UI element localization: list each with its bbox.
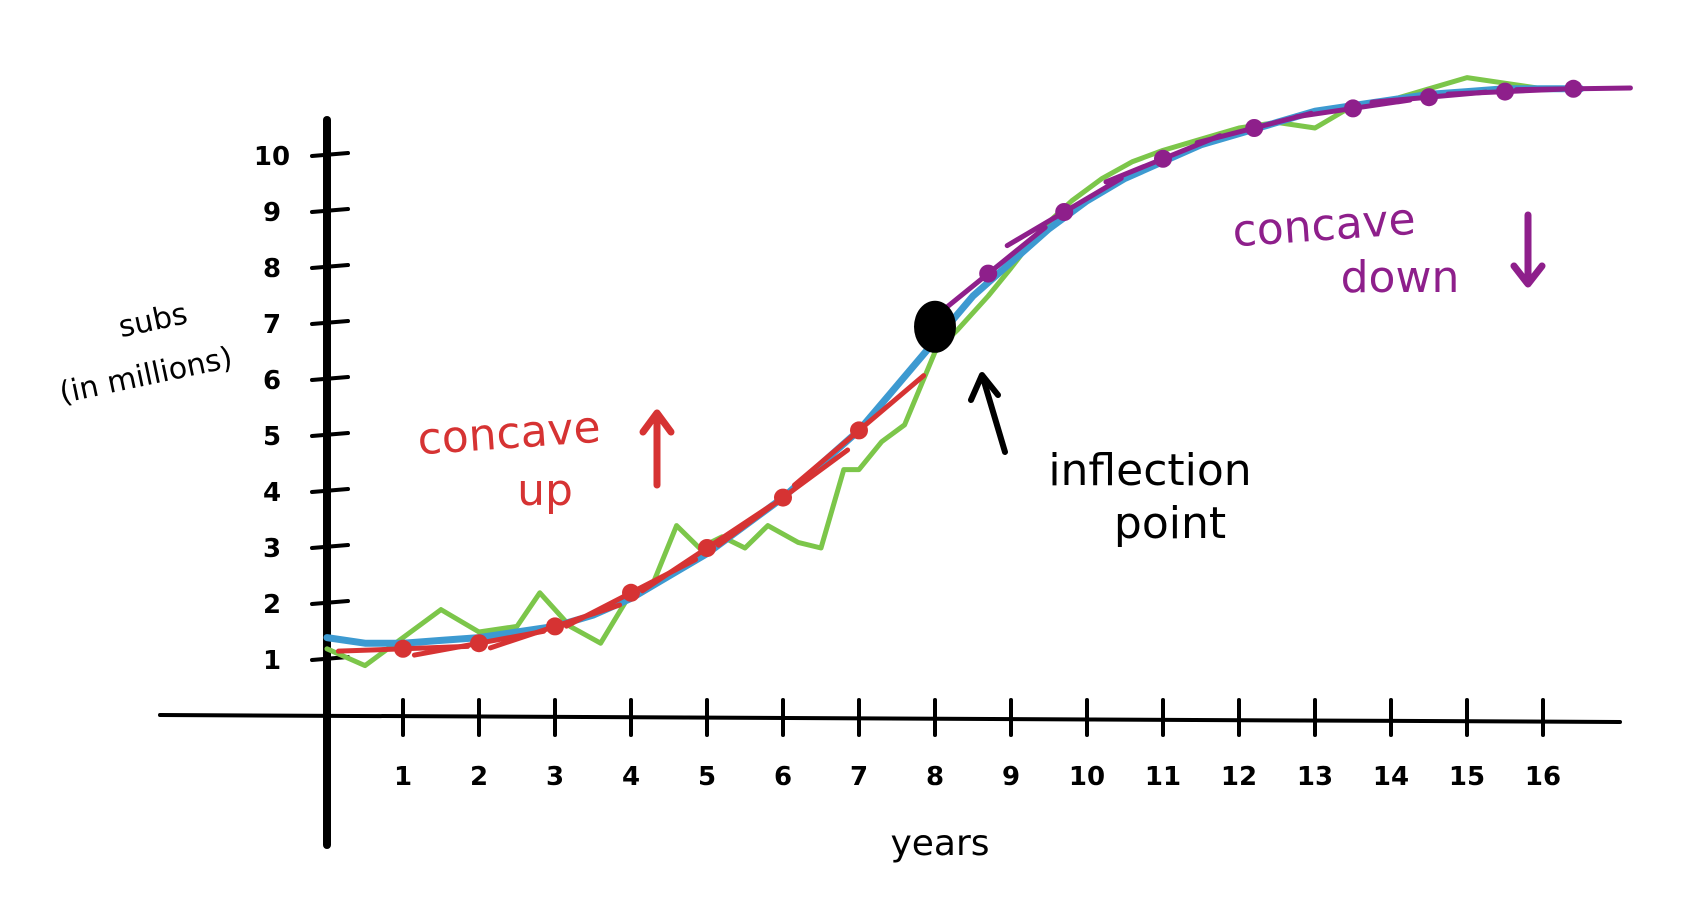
concave-down-label-line2: down <box>1341 252 1460 303</box>
y-tick-mark <box>310 319 350 326</box>
concave-up-label-line1: concave <box>416 402 602 466</box>
tangent-point-down <box>1564 79 1583 98</box>
x-axis <box>158 713 1622 724</box>
y-tick-label: 9 <box>263 198 281 228</box>
y-tick-label: 7 <box>263 310 281 340</box>
tangent-point-down <box>1154 149 1172 168</box>
tangent-point-up <box>774 488 792 507</box>
tangent-layer <box>335 79 1633 658</box>
tangent-point-up <box>546 617 564 636</box>
inflection-point-marker <box>914 300 956 353</box>
x-ticks: 1 2 3 4 5 6 7 8 9 10 11 12 13 14 15 16 <box>394 698 1561 792</box>
x-tick-label: 10 <box>1069 762 1105 792</box>
y-tick-mark <box>310 151 350 158</box>
tangent-point-down <box>1055 203 1074 221</box>
x-tick-label: 6 <box>774 762 792 792</box>
tangent-point-down <box>1420 88 1438 107</box>
tangent-point-down <box>1344 99 1362 118</box>
tangent-point-up <box>850 421 868 440</box>
x-tick-label: 8 <box>926 762 944 792</box>
x-tick-label: 3 <box>546 762 564 792</box>
x-tick-label: 7 <box>850 762 868 792</box>
tangent-point-down <box>1496 82 1514 101</box>
x-tick-label: 4 <box>622 762 640 792</box>
y-tick-mark <box>310 487 350 494</box>
x-tick-label: 13 <box>1297 762 1333 792</box>
y-tick-mark <box>310 431 350 438</box>
y-tick-mark <box>310 543 350 550</box>
inflection-label-line2: point <box>1114 498 1226 549</box>
y-tick-label: 5 <box>263 422 281 452</box>
tangent-point-up <box>622 583 640 602</box>
y-tick-mark <box>310 375 350 382</box>
y-axis-title-line2: (in millions) <box>56 340 235 411</box>
x-tick-label: 12 <box>1221 762 1257 792</box>
x-tick-label: 9 <box>1002 762 1020 792</box>
y-tick-label: 2 <box>263 590 281 620</box>
concave-down-label-line1: concave <box>1231 194 1417 258</box>
tangent-point-up <box>698 539 716 557</box>
inflection-arrow-icon <box>968 372 1008 455</box>
inflection-label-line1: inflection <box>1048 445 1251 496</box>
smooth-curve-line <box>323 85 1585 647</box>
y-tick-mark <box>310 599 350 606</box>
y-axis-title-line1: subs <box>115 296 190 345</box>
tangent-point-up <box>470 634 488 653</box>
inflection-layer <box>914 300 956 353</box>
y-tick-label: 10 <box>254 142 290 172</box>
x-tick-label: 5 <box>698 762 716 792</box>
tangent-point-down <box>1245 119 1264 137</box>
tangent-point-down <box>979 264 998 283</box>
y-tick-label: 4 <box>263 478 281 508</box>
x-tick-label: 14 <box>1373 762 1409 792</box>
concave-up-arrow-icon <box>639 409 675 489</box>
concave-up-label-line2: up <box>517 465 573 516</box>
concave-down-arrow-icon <box>1510 211 1546 288</box>
y-ticks: 1 2 3 4 5 6 7 8 9 10 <box>254 142 350 676</box>
series-layer <box>323 75 1585 669</box>
y-tick-mark <box>310 207 350 214</box>
x-tick-label: 15 <box>1449 762 1485 792</box>
tangent-point-up <box>394 639 412 658</box>
y-tick-label: 6 <box>263 366 281 396</box>
y-tick-label: 1 <box>263 646 281 676</box>
y-tick-mark <box>310 263 350 270</box>
x-axis-title: years <box>890 823 989 864</box>
x-tick-label: 16 <box>1525 762 1561 792</box>
y-tick-label: 8 <box>263 254 281 284</box>
x-tick-label: 1 <box>394 762 412 792</box>
x-tick-label: 11 <box>1145 762 1181 792</box>
y-tick-label: 3 <box>263 534 281 564</box>
x-tick-label: 2 <box>470 762 488 792</box>
raw-data-line <box>324 75 1584 669</box>
